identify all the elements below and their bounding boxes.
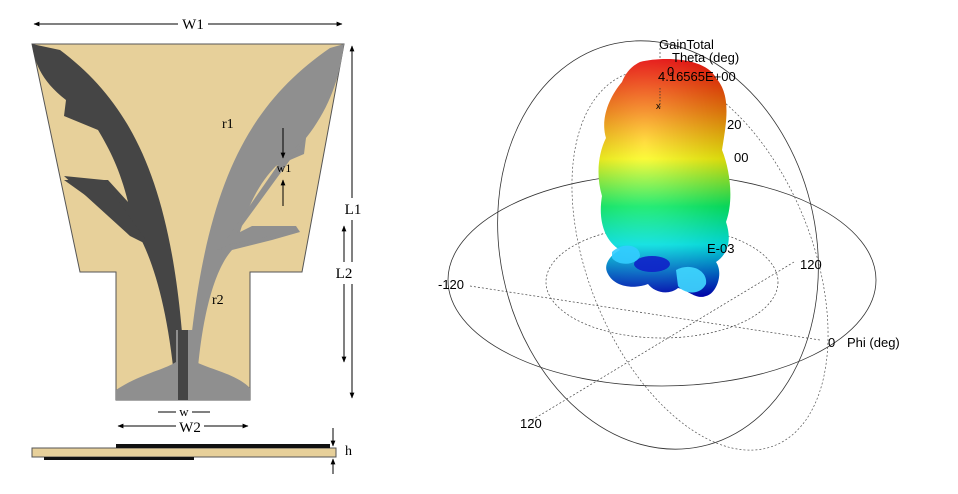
gain-lower-lobe-left bbox=[612, 245, 640, 264]
side-view-top-conductor bbox=[116, 444, 330, 448]
radiator-branch-right-upper bbox=[226, 138, 306, 240]
theta-plane-ring bbox=[497, 40, 819, 450]
theta-tick-0: 0 bbox=[667, 64, 674, 79]
phi-tick-left: -120 bbox=[438, 277, 464, 292]
dimension-w2-label-bg bbox=[176, 418, 204, 436]
dimension-l2-label: L2 bbox=[336, 266, 353, 282]
side-view-ground-conductor bbox=[44, 457, 194, 460]
dimension-l1-label: L1 bbox=[345, 202, 362, 218]
dimension-l1-label-bg bbox=[338, 198, 368, 220]
phi-axis-line-2 bbox=[531, 261, 795, 421]
radiation-pattern-plot: x GainTotal Theta (deg) 0 4.16565E+00 20… bbox=[438, 37, 900, 451]
phi-axis-label: Phi (deg) bbox=[847, 335, 900, 350]
phi-tick-bottom: 120 bbox=[520, 416, 542, 431]
dimension-w1-label-bg bbox=[178, 12, 208, 34]
radiator-arm-right bbox=[186, 44, 344, 396]
gain-minimum-region bbox=[634, 256, 670, 272]
theta-plane-ring-secondary bbox=[571, 69, 829, 451]
dimension-w1-label: W1 bbox=[182, 17, 204, 33]
gain-lobe-shading bbox=[598, 59, 731, 297]
dimension-w-label: w bbox=[179, 404, 189, 419]
radiator-arm-left bbox=[32, 44, 186, 396]
radius-r2-label: r2 bbox=[212, 293, 224, 308]
dimension-w1-slot-label: w1 bbox=[277, 161, 292, 175]
phi-tick-right: 120 bbox=[800, 257, 822, 272]
radius-r1-label: r1 bbox=[222, 117, 234, 132]
gain-lower-lobe-right bbox=[676, 266, 707, 293]
max-gain-marker-x: x bbox=[656, 101, 661, 111]
ring-label-20: 20 bbox=[727, 117, 741, 132]
ring-label-00: 00 bbox=[734, 150, 748, 165]
radiator-skirt-right bbox=[196, 362, 250, 400]
radiator-branch-right-lower bbox=[216, 230, 300, 250]
dimension-h-label: h bbox=[345, 444, 352, 459]
dimension-w2-label: W2 bbox=[179, 420, 201, 436]
antenna-diagram: W1 L1 L2 r1 r2 w1 w W2 h bbox=[31, 12, 368, 474]
radiator-branch-left bbox=[64, 176, 150, 246]
feed-line-core bbox=[178, 330, 188, 400]
max-gain-label: 4.16565E+00 bbox=[658, 69, 736, 84]
side-view-substrate bbox=[31, 447, 337, 458]
gain-pattern-body: x bbox=[598, 59, 731, 297]
min-gain-label: E-03 bbox=[707, 241, 734, 256]
theta-axis-label: Theta (deg) bbox=[672, 50, 739, 65]
plot-title: GainTotal bbox=[659, 37, 714, 52]
radiator-skirt-left bbox=[116, 362, 176, 400]
dimension-l2-label-bg bbox=[330, 262, 358, 284]
phi-axis-line bbox=[469, 285, 821, 341]
phi-tick-0: 0 bbox=[828, 335, 835, 350]
